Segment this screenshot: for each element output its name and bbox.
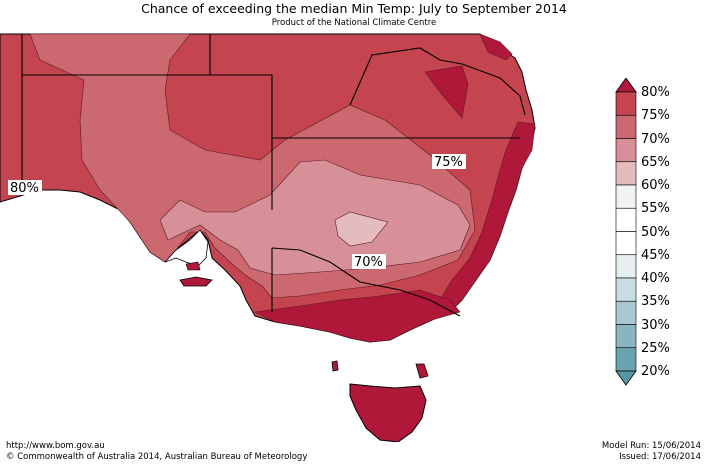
footer-url[interactable]: http://www.bom.gov.au [6,441,105,451]
label-75: 75% [434,155,463,170]
legend-swatch [615,161,637,186]
legend-label-40: 40% [641,271,670,286]
legend-swatch [615,138,637,163]
footer-issued: Issued: 17/06/2014 [619,452,701,462]
legend-swatch [615,300,637,325]
legend-swatch [615,207,637,232]
legend-label-75: 75% [641,108,670,123]
zone-80-south [253,289,461,343]
legend-label-65: 65% [641,155,670,170]
label-75-bg [432,154,466,169]
legend-label-55: 55% [641,201,670,216]
legend-label-50: 50% [641,225,670,240]
king-island [331,360,339,372]
label-70: 70% [354,255,383,270]
state-borders [21,34,526,317]
region-labels: 80% 75% 70% [8,154,466,270]
gulf-water [164,229,209,267]
legend-label-25: 25% [641,341,670,356]
legend-swatch [615,91,637,116]
footer-copyright: © Commonwealth of Australia 2014, Austra… [6,452,308,462]
zone-80-east [439,121,536,313]
legend-colorbar [615,78,637,386]
label-80: 80% [10,181,39,196]
legend-label-80: 80% [641,85,670,100]
kangaroo-island [179,276,213,287]
legend-swatch [615,254,637,279]
flinders-island [415,363,429,379]
legend-label-20: 20% [641,364,670,379]
legend-top-arrow [615,78,637,93]
footer-right: Model Run: 15/06/2014 Issued: 17/06/2014 [602,441,701,463]
footer-left: http://www.bom.gov.au © Commonwealth of … [6,441,307,463]
label-80-bg [8,180,42,195]
legend-label-60: 60% [641,178,670,193]
label-70-bg [352,254,386,269]
zone-60 [334,211,389,247]
legend-swatch [615,184,637,209]
legend-label-45: 45% [641,248,670,263]
probability-map: 80% 75% 70% [0,33,536,442]
zone-80-qld-patch [424,65,469,119]
legend-label-30: 30% [641,318,670,333]
zone-80-northeast [479,33,513,61]
legend-label-70: 70% [641,132,670,147]
footer-model-run: Model Run: 15/06/2014 [601,441,701,451]
chart-subtitle: Product of the National Climate Centre [271,18,437,28]
zone-65 [159,159,471,276]
legend-swatch [615,347,637,372]
legend-swatch [615,114,637,139]
tasmania [349,383,427,442]
legend-swatch [615,277,637,302]
yorke-peninsula [185,261,201,271]
legend-swatch [615,231,637,256]
legend-swatches [615,91,637,372]
legend-label-35: 35% [641,294,670,309]
legend-swatch [615,324,637,349]
chart-title: Chance of exceeding the median Min Temp:… [141,1,567,16]
legend-bottom-arrow [615,370,637,386]
